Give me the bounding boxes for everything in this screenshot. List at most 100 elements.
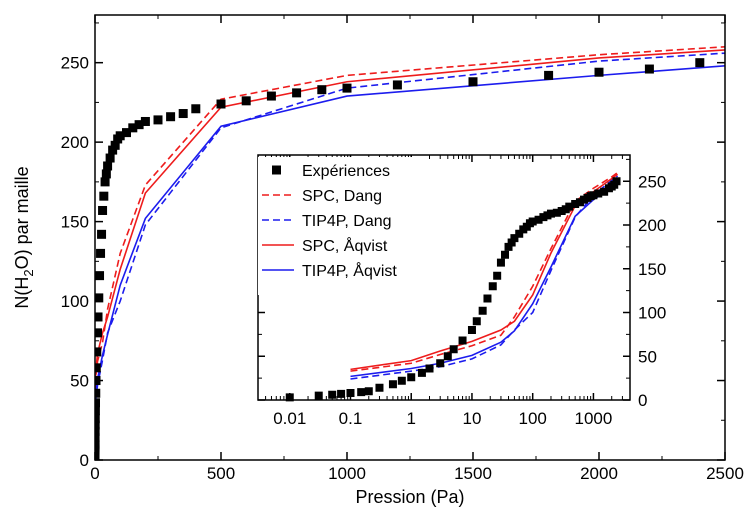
x-tick-label: 2500 — [706, 464, 744, 483]
inset-y-tick-label: 150 — [638, 260, 666, 279]
data-point — [571, 200, 580, 208]
inset-series-group — [285, 171, 621, 402]
data-point — [478, 306, 487, 315]
data-point — [510, 234, 519, 243]
y-tick-label: 200 — [61, 133, 89, 152]
data-point — [134, 120, 144, 130]
inset-y-tick-label: 250 — [638, 172, 666, 191]
data-point — [600, 187, 609, 196]
y-tick-label: 100 — [61, 292, 89, 311]
x-tick-label: 1000 — [328, 464, 366, 483]
data-point — [528, 217, 537, 226]
data-point — [539, 213, 548, 222]
inset-axis-ticks: 0.01 0.1 1 10 100 1000 0 50 100 150 200 250 — [257, 155, 666, 428]
y-title-part: N(H — [12, 277, 32, 309]
legend: Expériences SPC, Dang TIP4P, Dang SPC, Åqvi… — [258, 157, 428, 295]
data-point — [95, 388, 101, 398]
data-point — [388, 380, 397, 389]
data-point — [122, 128, 131, 138]
data-point — [101, 169, 111, 179]
data-point — [515, 229, 524, 238]
x-tick-label: 2000 — [580, 464, 618, 483]
data-point — [458, 336, 467, 345]
x-tick-label: 0 — [90, 464, 99, 483]
data-point — [565, 202, 574, 211]
data-point — [216, 99, 226, 109]
data-point — [468, 77, 478, 87]
data-point — [552, 208, 561, 217]
series-line-spc-dang — [350, 171, 619, 372]
legend-label-spc-dang: SPC, Dang — [302, 188, 382, 205]
x-tick-label: 500 — [207, 464, 235, 483]
data-point — [95, 312, 103, 322]
data-point — [178, 109, 188, 119]
data-point — [507, 238, 516, 247]
data-point — [95, 406, 100, 416]
data-point — [467, 326, 476, 334]
data-point — [407, 373, 416, 382]
data-point — [488, 282, 497, 291]
data-point — [425, 364, 434, 373]
data-point — [472, 317, 481, 326]
data-point — [95, 420, 100, 430]
data-point — [99, 191, 109, 201]
series-line-tip4p-dang — [95, 52, 725, 422]
data-point — [105, 153, 115, 163]
legend-label-exp-riences: Expériences — [302, 163, 390, 180]
data-point — [557, 207, 566, 215]
data-point — [449, 345, 458, 354]
data-point — [95, 426, 100, 436]
data-point — [95, 347, 102, 357]
data-point — [612, 177, 621, 186]
data-point — [342, 83, 352, 93]
data-point — [534, 215, 543, 224]
data-point — [375, 383, 384, 392]
data-point — [96, 248, 106, 258]
data-point — [95, 398, 101, 408]
data-point — [153, 115, 163, 125]
data-point — [337, 389, 346, 398]
data-point — [95, 293, 104, 303]
legend-label-tip4p-dang: TIP4P, Dang — [302, 213, 392, 230]
data-point — [128, 123, 138, 133]
data-point — [392, 80, 402, 90]
data-point — [191, 104, 201, 114]
y-tick-label: 50 — [70, 372, 89, 391]
data-point — [95, 363, 101, 373]
data-point — [644, 64, 654, 74]
inset-x-tick-label: 10 — [463, 409, 482, 428]
inset-x-tick-label: 0.01 — [273, 409, 306, 428]
y-title-subscript: 2 — [21, 269, 36, 276]
inset-y-tick-label: 200 — [638, 216, 666, 235]
data-point — [95, 271, 105, 281]
data-point — [95, 328, 103, 338]
data-point — [575, 198, 584, 207]
inset-x-tick-label: 1 — [406, 409, 415, 428]
data-point — [544, 70, 554, 80]
data-point — [443, 352, 452, 361]
data-point — [493, 271, 502, 280]
legend-label-tip4p-qvist: TIP4P, Åqvist — [302, 261, 397, 280]
inset-y-tick-label: 0 — [638, 391, 647, 410]
data-point — [501, 250, 510, 259]
data-point — [594, 189, 603, 198]
main-series-group — [95, 45, 725, 460]
data-point — [292, 88, 302, 98]
y-axis-title: N(H2O) par maille — [12, 166, 36, 308]
inset-y-tick-label: 100 — [638, 304, 666, 323]
data-point — [546, 209, 555, 218]
data-point — [110, 140, 120, 150]
inset-x-tick-label: 100 — [519, 409, 547, 428]
data-point — [496, 258, 505, 267]
data-point — [95, 439, 100, 449]
inset-y-tick-label: 50 — [638, 347, 657, 366]
data-point — [97, 229, 107, 239]
data-point — [483, 294, 492, 303]
data-point — [103, 161, 113, 171]
data-point — [589, 191, 598, 200]
data-point — [397, 376, 406, 385]
data-point — [695, 58, 705, 68]
legend-background — [258, 157, 428, 295]
